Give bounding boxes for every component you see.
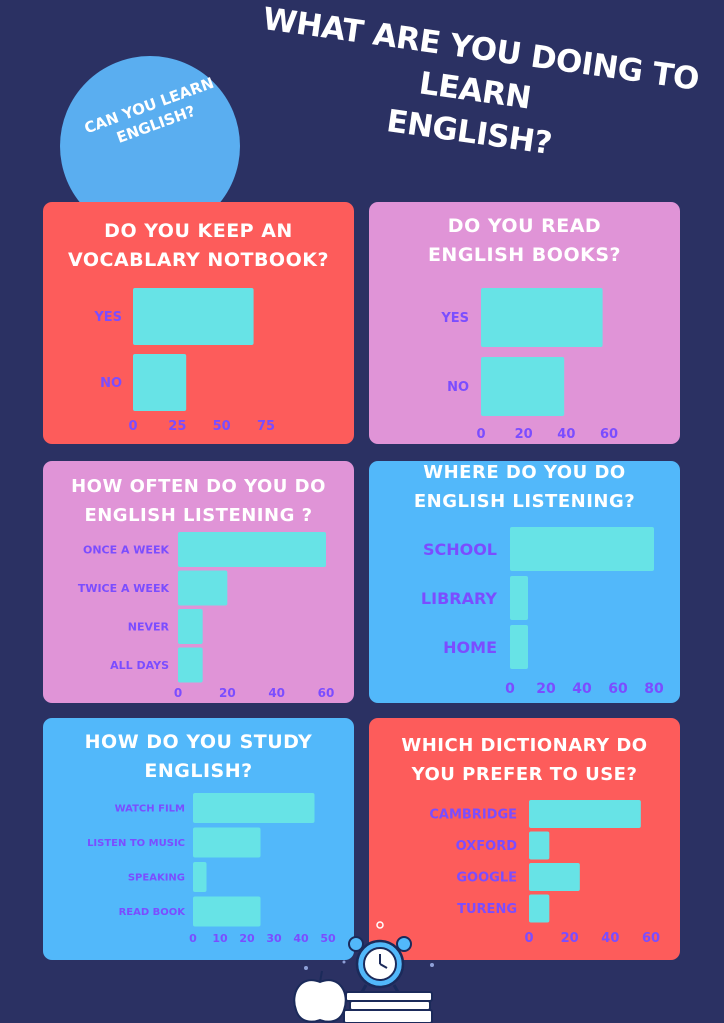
bar [529, 831, 550, 860]
category-label: YES [93, 310, 122, 325]
category-label: NO [447, 380, 469, 395]
chart-title: DO YOU READ ENGLISH BOOKS? [369, 212, 680, 270]
x-tick-label: 60 [318, 686, 335, 700]
bar [510, 625, 528, 669]
bar-chart-vocabulary: YES NO 0 25 50 75 [93, 288, 275, 434]
bar-chart-dictionary: CAMBRIDGE OXFORD GOOGLE TURENG 0 20 40 60 [429, 800, 660, 946]
category-label: ONCE A WEEK [83, 543, 169, 556]
category-label: SCHOOL [423, 540, 497, 559]
bar [481, 357, 565, 416]
category-label: CAMBRIDGE [429, 808, 517, 823]
category-label: READ BOOK [119, 907, 187, 918]
bar [193, 862, 207, 892]
x-tick-label: 20 [515, 427, 533, 442]
x-tick-label: 40 [572, 681, 592, 697]
x-tick-label: 0 [524, 931, 533, 946]
category-label: LIBRARY [421, 589, 497, 608]
bar [178, 532, 326, 567]
category-label: NEVER [128, 620, 170, 633]
x-tick-label: 60 [642, 931, 660, 946]
chart-title: WHERE DO YOU DO ENGLISH LISTENING? [369, 458, 680, 516]
chart-title-line: ENGLISH? [144, 760, 253, 782]
category-label: LISTEN TO MUSIC [87, 838, 185, 849]
chart-card-dictionary: WHICH DICTIONARY DO YOU PREFER TO USE? C… [369, 718, 680, 960]
chart-title-line: HOW DO YOU STUDY [84, 731, 313, 753]
x-tick-label: 40 [293, 932, 309, 945]
chart-title: HOW OFTEN DO YOU DO ENGLISH LISTENING ? [43, 472, 354, 530]
x-tick-label: 0 [505, 681, 515, 697]
category-label: YES [440, 311, 469, 326]
chart-card-books: DO YOU READ ENGLISH BOOKS? YES NO 0 20 40 60 [369, 202, 680, 444]
x-tick-label: 50 [213, 419, 231, 434]
bar [193, 793, 315, 823]
category-label: SPEAKING [128, 873, 185, 884]
bar [529, 800, 641, 828]
chart-title-line: HOW OFTEN DO YOU DO [71, 476, 326, 497]
chart-title-line: ENGLISH BOOKS? [427, 244, 622, 266]
x-tick-label: 40 [601, 931, 619, 946]
chart-card-vocabulary: DO YOU KEEP AN VOCABLARY NOTBOOK? YES NO 0… [43, 202, 354, 444]
x-tick-label: 75 [257, 419, 275, 434]
x-tick-label: 50 [320, 932, 336, 945]
bar [529, 894, 550, 923]
x-tick-label: 0 [174, 686, 182, 700]
chart-title-line: DO YOU READ [447, 215, 602, 237]
bar [481, 288, 603, 347]
bar-chart-study-methods: WATCH FILM LISTEN TO MUSIC SPEAKING READ BO… [87, 793, 336, 945]
category-label: ALL DAYS [110, 659, 169, 672]
x-tick-label: 20 [536, 681, 556, 697]
chart-title: HOW DO YOU STUDY ENGLISH? [43, 728, 354, 786]
chart-card-study-methods: HOW DO YOU STUDY ENGLISH? WATCH FILM LIST… [43, 718, 354, 960]
x-tick-label: 10 [212, 932, 228, 945]
chart-title-line: WHERE DO YOU DO [423, 462, 626, 483]
category-label: WATCH FILM [115, 804, 185, 815]
chart-title: DO YOU KEEP AN VOCABLARY NOTBOOK? [43, 217, 354, 275]
sparkle-icon [304, 960, 434, 970]
x-tick-label: 20 [561, 931, 579, 946]
x-tick-label: 80 [644, 681, 664, 697]
chart-title-line: WHICH DICTIONARY DO [401, 735, 648, 756]
page-title: WHAT ARE YOU DOING TO LEARN ENGLISH? [234, 0, 717, 186]
x-tick-label: 60 [600, 427, 618, 442]
category-label: NO [100, 376, 122, 391]
chart-title-line: YOU PREFER TO USE? [411, 764, 638, 785]
bar [529, 863, 580, 891]
x-tick-label: 20 [219, 686, 236, 700]
x-tick-label: 0 [128, 419, 137, 434]
bar-chart-books: YES NO 0 20 40 60 [440, 288, 618, 442]
x-tick-label: 60 [608, 681, 628, 697]
chart-title-line: ENGLISH LISTENING? [413, 491, 636, 512]
bar [178, 609, 203, 644]
bar [510, 576, 528, 620]
bar [510, 527, 654, 571]
chart-title-line: ENGLISH LISTENING ? [84, 505, 313, 526]
x-tick-label: 0 [189, 932, 197, 945]
x-tick-label: 30 [266, 932, 282, 945]
x-tick-label: 20 [239, 932, 255, 945]
bar [193, 896, 261, 927]
bar [133, 354, 187, 411]
category-label: OXFORD [456, 839, 518, 854]
apple-icon [293, 970, 347, 1023]
chart-title-line: VOCABLARY NOTBOOK? [68, 249, 329, 271]
bar-chart-listening-place: SCHOOL LIBRARY HOME 0 20 40 60 80 [421, 527, 664, 697]
bar [178, 570, 228, 606]
x-tick-label: 40 [268, 686, 285, 700]
chart-title-line: DO YOU KEEP AN [104, 220, 293, 242]
bar [193, 827, 261, 858]
x-tick-label: 40 [557, 427, 575, 442]
chart-card-listening-frequency: HOW OFTEN DO YOU DO ENGLISH LISTENING ? … [43, 461, 354, 703]
category-label: GOOGLE [456, 871, 517, 886]
bar-chart-listening-frequency: ONCE A WEEK TWICE A WEEK NEVER ALL DAYS 0 20 4… [78, 532, 335, 700]
x-tick-label: 0 [476, 427, 485, 442]
x-tick-label: 25 [168, 419, 186, 434]
chart-title: WHICH DICTIONARY DO YOU PREFER TO USE? [369, 731, 680, 789]
category-label: TURENG [457, 902, 517, 917]
bar [178, 647, 203, 683]
category-label: TWICE A WEEK [78, 582, 170, 595]
books-stack-icon [343, 991, 433, 1023]
chart-card-listening-place: WHERE DO YOU DO ENGLISH LISTENING? SCHOO… [369, 461, 680, 703]
category-label: HOME [443, 638, 497, 657]
bar [133, 288, 254, 345]
